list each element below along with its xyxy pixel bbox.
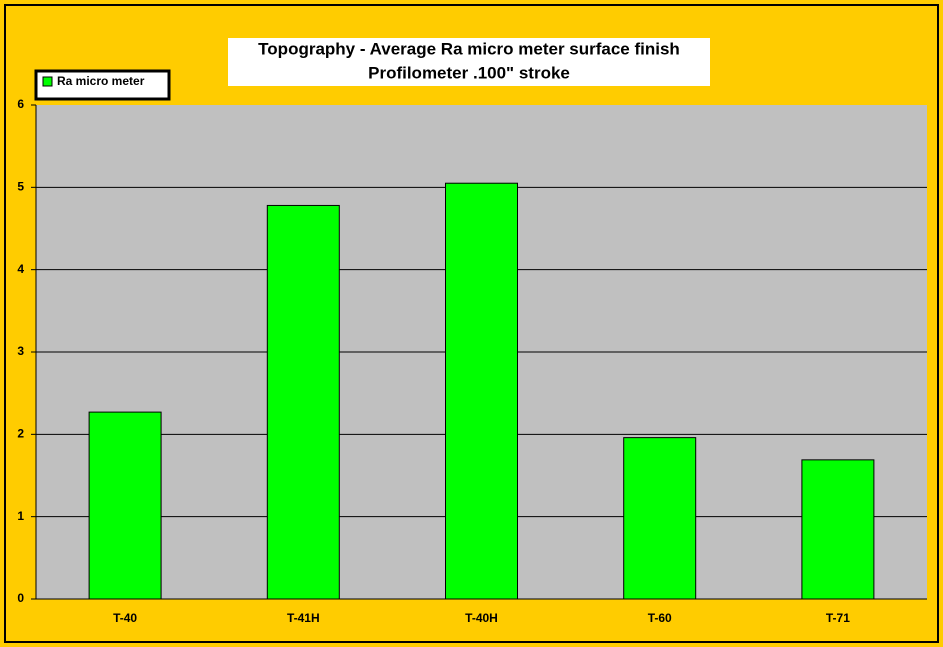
x-tick-label: T-41H xyxy=(287,611,320,625)
legend xyxy=(34,69,171,101)
bar xyxy=(266,204,340,600)
bar xyxy=(88,411,162,600)
chart-title: Topography - Average Ra micro meter surf… xyxy=(258,39,680,58)
y-tick-label: 6 xyxy=(17,97,24,111)
y-tick-label: 1 xyxy=(17,509,24,523)
y-tick-label: 2 xyxy=(17,427,24,441)
x-tick-label: T-40H xyxy=(465,611,498,625)
chart-border xyxy=(4,4,939,643)
legend-box xyxy=(34,69,171,101)
y-tick-label: 4 xyxy=(17,262,24,276)
x-tick-label: T-40 xyxy=(113,611,137,625)
bar xyxy=(445,182,518,600)
title-box xyxy=(228,38,710,86)
bar xyxy=(801,459,875,600)
x-tick-label: T-60 xyxy=(648,611,672,625)
bar xyxy=(623,437,697,600)
x-tick-label: T-71 xyxy=(826,611,850,625)
chart-subtitle: Profilometer .100" stroke xyxy=(368,63,570,82)
y-tick-label: 3 xyxy=(17,344,24,358)
legend-label: Ra micro meter xyxy=(57,74,145,88)
y-tick-label: 0 xyxy=(17,591,24,605)
legend-swatch xyxy=(42,76,53,87)
y-tick-label: 5 xyxy=(17,180,24,194)
